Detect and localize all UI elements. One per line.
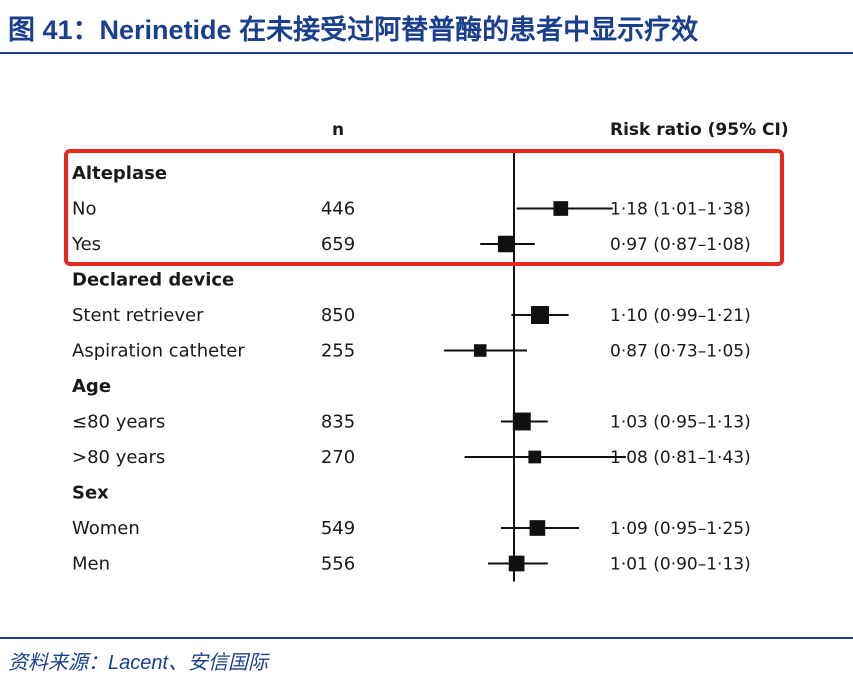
group-label: Age bbox=[72, 376, 111, 397]
source-name: Lacent bbox=[108, 652, 169, 674]
point-estimate bbox=[497, 235, 515, 253]
source-note: 资料来源：Lacent、安信国际 bbox=[8, 646, 268, 675]
row-ci-text: 1·08 (0·81–1·43) bbox=[610, 448, 751, 468]
column-header-risk-ratio: Risk ratio (95% CI) bbox=[610, 120, 789, 140]
page-title: 图 41：Nerinetide 在未接受过阿替普酶的患者中显示疗效 bbox=[8, 15, 699, 45]
row-label: Yes bbox=[71, 234, 101, 255]
row-n-value: 549 bbox=[321, 518, 355, 539]
row-n-value: 556 bbox=[321, 554, 355, 575]
column-header-n: n bbox=[332, 120, 344, 140]
group-label: Sex bbox=[72, 483, 109, 504]
title-divider bbox=[0, 52, 853, 54]
source-prefix: 资料来源： bbox=[8, 650, 108, 674]
row-n-value: 835 bbox=[321, 412, 355, 433]
row-ci-text: 0·97 (0·87–1·08) bbox=[610, 235, 751, 255]
footer-divider bbox=[0, 637, 853, 639]
row-n-value: 270 bbox=[321, 447, 355, 468]
point-estimate bbox=[531, 306, 549, 324]
group-label: Declared device bbox=[72, 270, 234, 291]
row-n-value: 850 bbox=[321, 305, 355, 326]
point-estimate bbox=[529, 520, 546, 536]
row-label: Women bbox=[72, 518, 140, 539]
row-ci-text: 1·18 (1·01–1·38) bbox=[610, 200, 751, 220]
point-estimate bbox=[528, 450, 542, 464]
row-ci-text: 0·87 (0·73–1·05) bbox=[610, 342, 751, 362]
group-label: Alteplase bbox=[72, 163, 167, 184]
row-ci-text: 1·01 (0·90–1·13) bbox=[610, 555, 751, 575]
point-estimate bbox=[473, 344, 487, 357]
row-label: ≤80 years bbox=[72, 412, 165, 433]
point-estimate bbox=[553, 201, 569, 216]
row-ci-text: 1·09 (0·95–1·25) bbox=[610, 519, 751, 539]
row-label: Stent retriever bbox=[72, 305, 204, 326]
row-ci-text: 1·03 (0·95–1·13) bbox=[610, 413, 751, 433]
row-n-value: 255 bbox=[321, 341, 355, 362]
highlight-box bbox=[64, 149, 784, 266]
row-label: Aspiration catheter bbox=[72, 341, 245, 362]
row-ci-text: 1·10 (0·99–1·21) bbox=[610, 306, 751, 326]
row-n-value: 659 bbox=[321, 234, 355, 255]
point-estimate bbox=[512, 412, 531, 431]
source-suffix: 、安信国际 bbox=[168, 650, 269, 674]
row-label: No bbox=[72, 199, 96, 220]
row-label: Men bbox=[72, 554, 110, 575]
row-n-value: 446 bbox=[321, 199, 355, 220]
row-label: >80 years bbox=[72, 447, 165, 468]
point-estimate bbox=[508, 555, 525, 572]
